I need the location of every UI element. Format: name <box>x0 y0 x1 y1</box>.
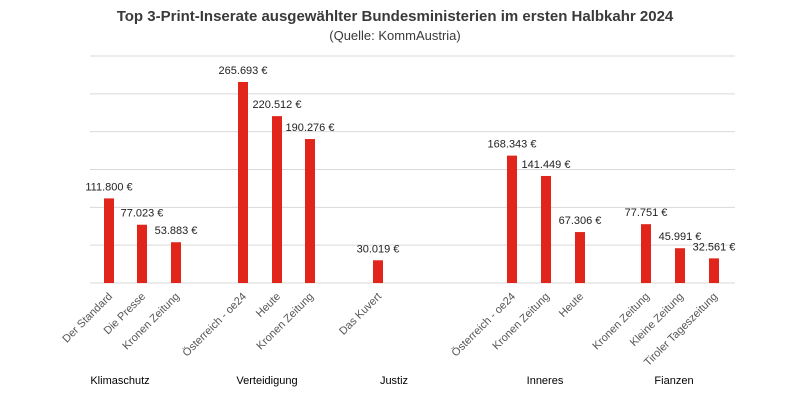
value-label: 77.751 € <box>625 207 668 219</box>
category-label: Kronen Zeitung <box>254 291 316 353</box>
category-label: Heute <box>254 291 283 320</box>
value-label: 190.276 € <box>286 122 335 134</box>
group-label: Justiz <box>380 375 408 387</box>
category-label: Österreich - oe24 <box>450 291 519 360</box>
value-label: 141.449 € <box>522 159 571 171</box>
value-label: 67.306 € <box>559 215 602 227</box>
bar <box>137 224 147 283</box>
category-label: Der Standard <box>60 291 115 346</box>
value-label: 220.512 € <box>253 99 302 111</box>
value-label: 77.023 € <box>121 208 164 220</box>
category-label: Österreich - oe24 <box>181 291 250 360</box>
value-label: 30.019 € <box>357 243 400 255</box>
group-label: Verteidigung <box>236 375 297 387</box>
bar <box>305 139 315 283</box>
bar <box>507 155 517 283</box>
bar <box>575 232 585 283</box>
value-label: 32.561 € <box>693 241 736 253</box>
chart-title: Top 3-Print-Inserate ausgewählter Bundes… <box>117 8 674 25</box>
value-label: 53.883 € <box>155 225 198 237</box>
bar <box>104 198 114 283</box>
value-label: 265.693 € <box>219 65 268 77</box>
value-labels: 111.800 € 77.023 € 53.883 € 265.693 € 220.51… <box>85 65 735 255</box>
bar <box>709 258 719 283</box>
bar <box>272 116 282 283</box>
bars <box>104 81 719 284</box>
gridlines <box>90 55 735 284</box>
group-label: Klimaschutz <box>90 375 149 387</box>
bar <box>641 224 651 283</box>
chart-subtitle: (Quelle: KommAustria) <box>329 28 460 43</box>
value-label: 45.991 € <box>659 231 702 243</box>
value-label: 111.800 € <box>85 181 132 193</box>
group-label: Inneres <box>527 375 564 387</box>
bar <box>675 248 685 283</box>
bar <box>171 242 181 283</box>
category-label: Kronen Zeitung <box>590 291 652 353</box>
group-labels: Klimaschutz Verteidigung Justiz Inneres Fian… <box>90 375 693 387</box>
bar <box>238 81 248 284</box>
group-label: Fianzen <box>654 375 693 387</box>
category-label: Heute <box>557 291 586 320</box>
value-label: 168.343 € <box>488 139 537 151</box>
bar <box>541 175 551 283</box>
bar <box>373 260 383 283</box>
category-label: Das Kuvert <box>337 291 384 338</box>
